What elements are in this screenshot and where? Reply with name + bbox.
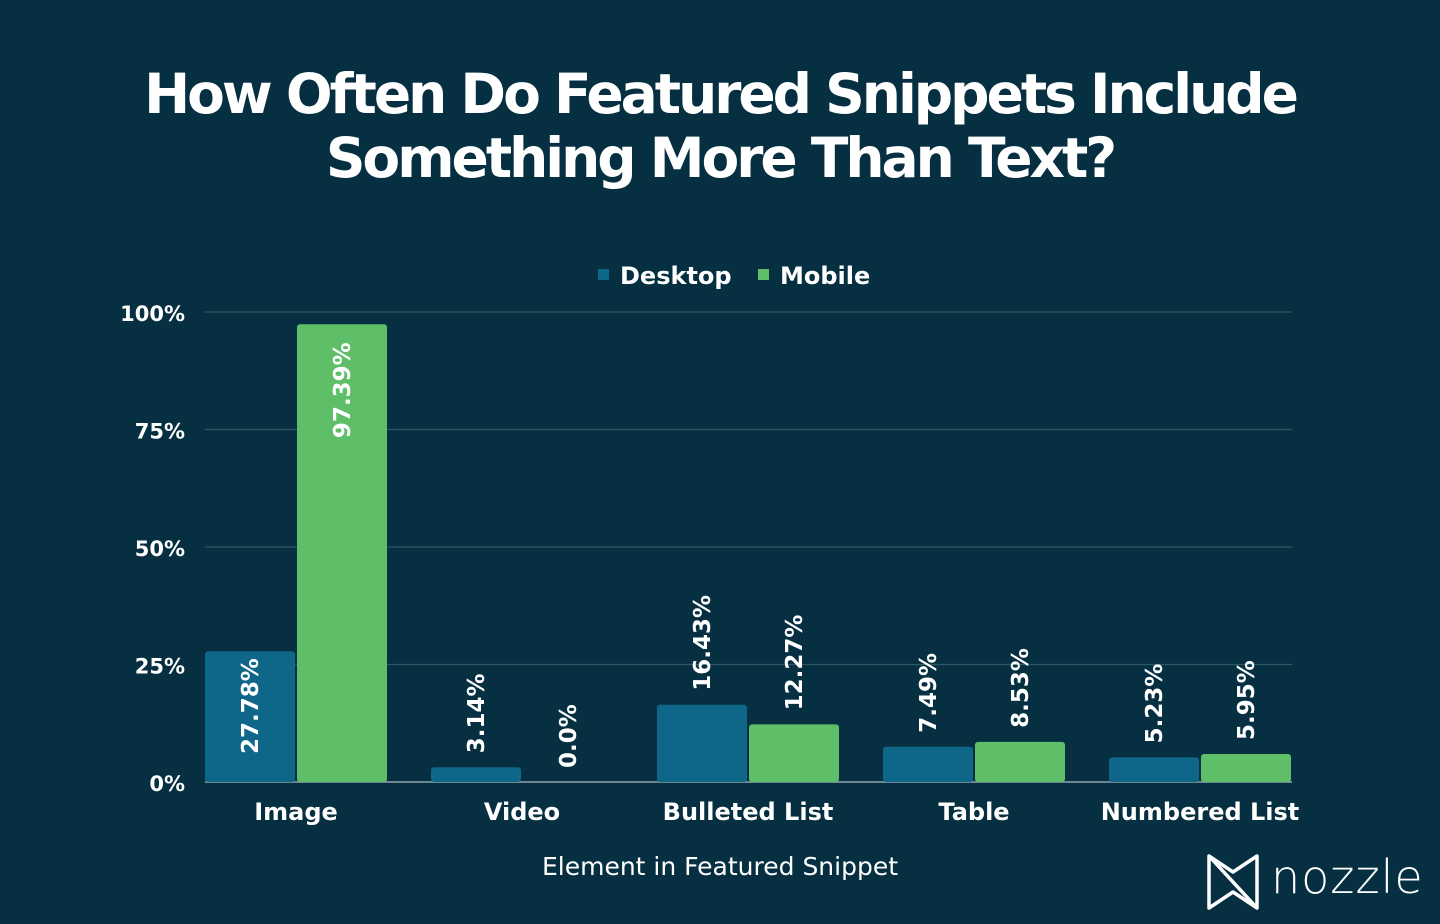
x-axis-title: Element in Featured Snippet <box>542 852 898 881</box>
data-label-desktop: 16.43% <box>690 595 716 691</box>
nozzle-logo-icon <box>1207 854 1259 910</box>
bar-desktop <box>657 704 747 782</box>
y-tick-label: 50% <box>135 537 185 561</box>
legend-swatch-desktop <box>598 269 609 280</box>
bar-mobile <box>1201 754 1291 782</box>
data-label-desktop: 5.23% <box>1142 664 1168 744</box>
bar-desktop <box>1109 757 1199 782</box>
data-label-desktop: 7.49% <box>916 653 942 733</box>
data-label-mobile: 0.0% <box>556 704 582 768</box>
x-tick-label: Bulleted List <box>663 798 834 826</box>
legend-swatch-mobile <box>758 269 769 280</box>
bar-mobile <box>975 741 1065 782</box>
data-label-desktop: 27.78% <box>238 658 264 754</box>
nozzle-brand: nozzle <box>1205 850 1425 912</box>
data-label-mobile: 12.27% <box>782 615 808 711</box>
bar-mobile <box>749 724 839 782</box>
bar-desktop <box>205 651 295 782</box>
data-label-mobile: 8.53% <box>1008 648 1034 728</box>
legend-label-mobile: Mobile <box>780 262 870 290</box>
data-label-desktop: 3.14% <box>464 673 490 753</box>
x-tick-label: Table <box>938 798 1009 826</box>
brand-wordmark: nozzle <box>1271 850 1424 904</box>
chart-title-line-1: How Often Do Featured Snippets Include <box>144 62 1299 126</box>
bar-desktop <box>883 746 973 782</box>
y-tick-label: 75% <box>135 420 185 444</box>
chart-title-line-2: Something More Than Text? <box>325 126 1117 190</box>
x-tick-label: Video <box>484 798 560 826</box>
y-tick-label: 0% <box>149 772 185 796</box>
y-tick-label: 25% <box>135 655 185 679</box>
data-label-mobile: 5.95% <box>1234 660 1260 740</box>
y-tick-label: 100% <box>120 302 185 326</box>
bar-desktop <box>431 767 521 782</box>
bar-mobile <box>297 324 387 782</box>
legend-label-desktop: Desktop <box>620 262 732 290</box>
x-tick-label: Image <box>254 798 338 826</box>
chart-title: How Often Do Featured Snippets Include S… <box>100 62 1340 190</box>
data-label-mobile: 97.39% <box>330 342 356 438</box>
x-tick-label: Numbered List <box>1101 798 1300 826</box>
